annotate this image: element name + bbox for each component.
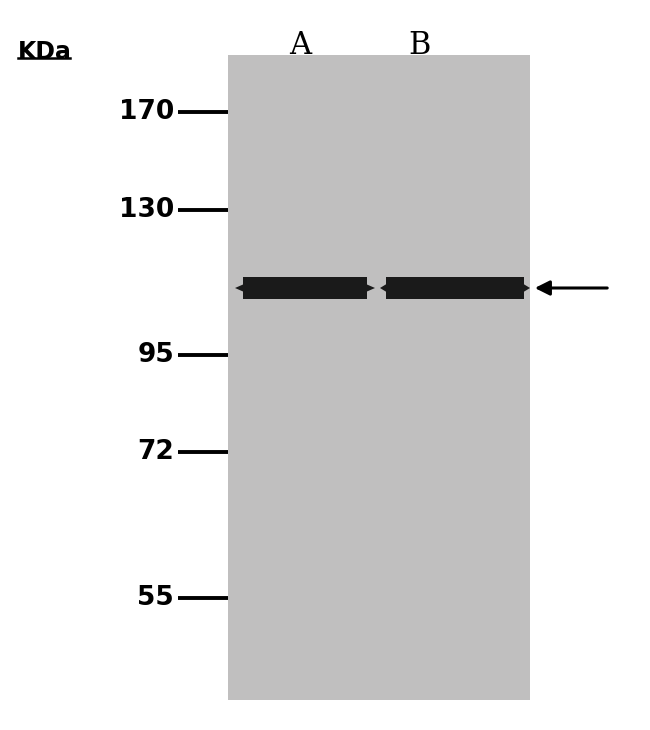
Text: KDa: KDa — [18, 40, 72, 64]
Bar — [243, 277, 367, 299]
Bar — [386, 277, 524, 299]
Polygon shape — [380, 277, 398, 299]
Text: B: B — [409, 30, 431, 61]
Text: 130: 130 — [119, 197, 174, 223]
Text: 72: 72 — [137, 439, 174, 465]
Bar — [228, 55, 530, 700]
Text: 95: 95 — [137, 342, 174, 368]
Polygon shape — [235, 277, 260, 299]
Polygon shape — [512, 277, 530, 299]
Text: A: A — [289, 30, 311, 61]
Text: 55: 55 — [137, 585, 174, 611]
Polygon shape — [350, 277, 375, 299]
Text: 170: 170 — [119, 99, 174, 125]
